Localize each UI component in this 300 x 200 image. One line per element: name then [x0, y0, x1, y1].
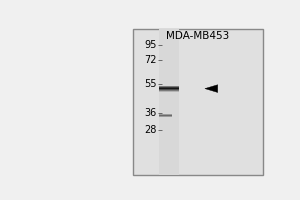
Text: 55: 55 [144, 79, 157, 89]
Bar [159, 87, 179, 89]
Bar [159, 114, 172, 115]
Bar [159, 116, 172, 117]
Bar [159, 115, 172, 116]
Polygon shape [205, 85, 218, 92]
Text: MDA-MB453: MDA-MB453 [166, 31, 230, 41]
Text: 28: 28 [144, 125, 157, 135]
Bar [159, 90, 179, 91]
Text: 95: 95 [144, 40, 157, 50]
Text: 72: 72 [144, 55, 157, 65]
Bar [159, 86, 179, 88]
Bar [159, 86, 179, 87]
Bar [159, 29, 179, 175]
Text: 36: 36 [144, 108, 157, 118]
Bar [159, 90, 179, 92]
Bar [133, 29, 263, 175]
Bar [159, 88, 179, 89]
Bar [159, 89, 179, 90]
